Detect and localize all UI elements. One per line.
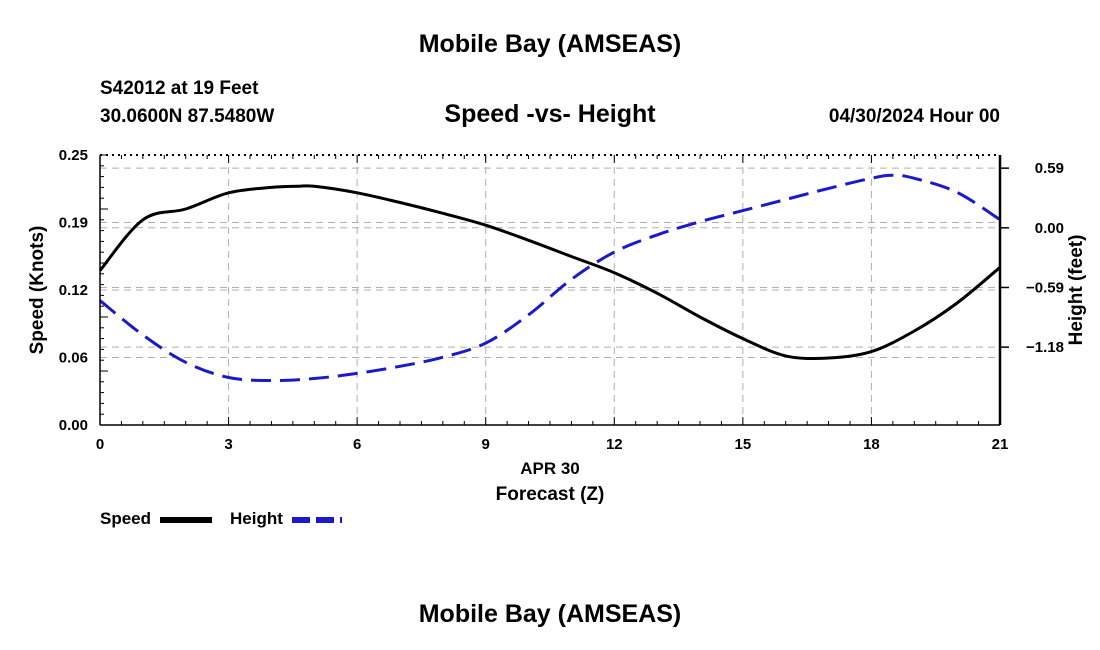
x-tick-label: 0 [96, 436, 104, 453]
y-right-tick-label: 0.00 [1035, 220, 1064, 237]
station-label: S42012 at 19 Feet [100, 78, 259, 99]
y-left-tick-label: 0.06 [59, 350, 88, 367]
y-left-tick-label: 0.12 [59, 282, 88, 299]
y-left-axis-title: Speed (Knots) [27, 226, 48, 355]
tick-layer [99, 154, 1009, 426]
label-layer: 0 3 6 9 12 15 18 21 0.00 0.06 0.12 0.19 0.25 0.59 0.00… [27, 147, 1087, 505]
y-right-axis-title: Height (feet) [1066, 235, 1087, 346]
x-tick-label: 15 [735, 436, 752, 453]
y-right-tick-label: 0.59 [1035, 160, 1064, 177]
y-left-tick-label: 0.25 [59, 147, 88, 164]
x-axis-title: Forecast (Z) [496, 484, 605, 505]
series-line-height [99, 173, 1001, 383]
coordinates-label: 30.0600N 87.5480W [100, 106, 275, 127]
x-tick-label: 6 [353, 436, 361, 453]
grid-layer [100, 155, 1000, 425]
x-axis-date-label: APR 30 [520, 459, 580, 478]
x-tick-label: 3 [224, 436, 232, 453]
series-layer [98, 173, 1001, 383]
y-right-tick-label: −1.18 [1026, 339, 1064, 356]
forecast-datetime: 04/30/2024 Hour 00 [828, 106, 1000, 127]
x-tick-label: 12 [606, 436, 623, 453]
legend-speed-label: Speed [100, 509, 152, 528]
legend-height-label: Height [230, 509, 283, 528]
x-tick-label: 9 [482, 436, 490, 453]
y-left-tick-label: 0.19 [59, 215, 88, 232]
x-tick-label: 21 [992, 436, 1009, 453]
chart-main-title: Mobile Bay (AMSEAS) [418, 30, 682, 58]
x-tick-label: 18 [863, 436, 880, 453]
y-right-tick-label: −0.59 [1026, 279, 1064, 296]
chart-subtitle: Speed -vs- Height [444, 100, 656, 128]
series-line-speed [98, 184, 1001, 361]
chart-footer-title: Mobile Bay (AMSEAS) [418, 600, 682, 628]
y-left-tick-label: 0.00 [59, 417, 88, 434]
